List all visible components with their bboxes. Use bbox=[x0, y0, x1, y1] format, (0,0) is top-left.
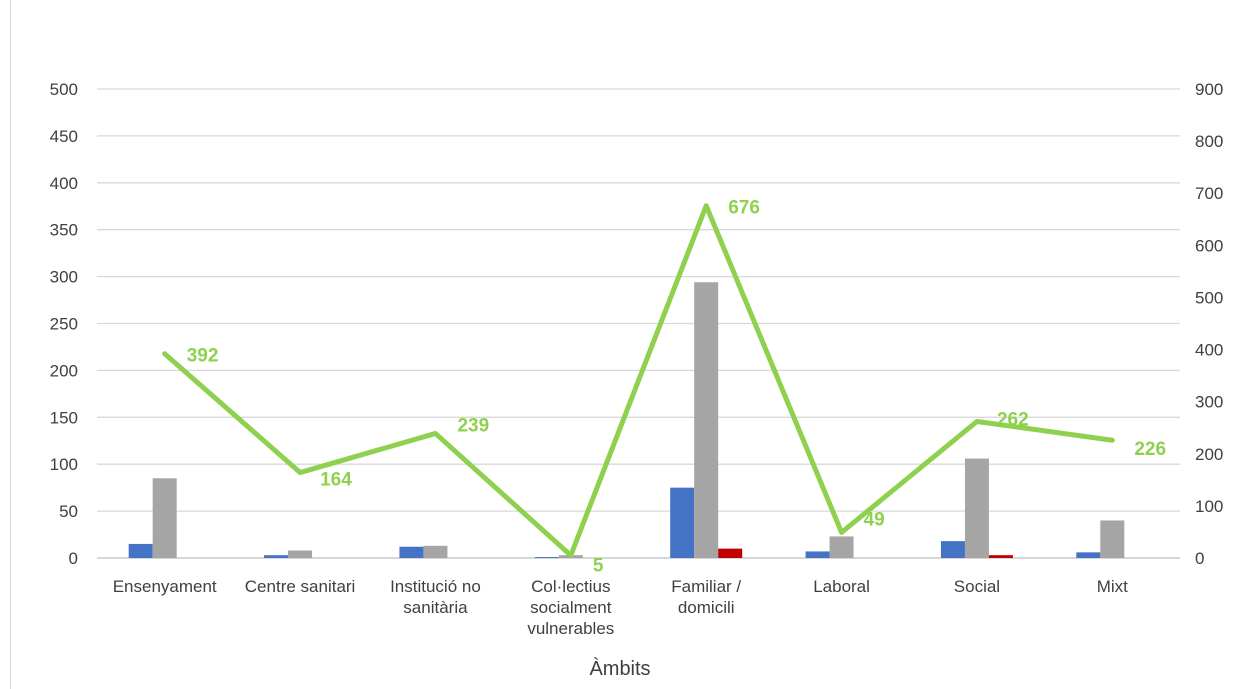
line-data-labels: 392 164 239 5 676 49 262 226 bbox=[187, 198, 1166, 577]
y-tick-label: 50 bbox=[59, 502, 78, 521]
x-tick-label-line: sanitària bbox=[403, 598, 468, 617]
x-tick-label: Mixt bbox=[1097, 577, 1128, 596]
bar bbox=[805, 551, 830, 558]
bar bbox=[399, 546, 424, 558]
chart-frame-border bbox=[10, 0, 11, 689]
x-tick-label-line: vulnerables bbox=[527, 619, 614, 638]
data-label: 5 bbox=[593, 555, 604, 576]
x-axis-title: Àmbits bbox=[589, 657, 650, 680]
y-tick-label: 400 bbox=[50, 174, 78, 193]
x-tick-label: Social bbox=[954, 577, 1000, 596]
x-axis: Ensenyament Centre sanitari Institució no s… bbox=[113, 577, 1128, 638]
data-label: 239 bbox=[457, 415, 489, 436]
y-tick-label: 450 bbox=[50, 127, 78, 146]
data-label: 262 bbox=[997, 409, 1029, 430]
data-label: 226 bbox=[1134, 439, 1166, 460]
y-tick-label: 500 bbox=[50, 80, 78, 99]
bar bbox=[288, 550, 313, 558]
x-tick-label: Col·lectius socialment vulnerables bbox=[527, 577, 614, 638]
bar bbox=[829, 536, 854, 558]
y-tick-label: 150 bbox=[50, 408, 78, 427]
right-y-axis: 0 100 200 300 400 500 600 700 800 900 bbox=[1195, 80, 1223, 568]
bar bbox=[988, 555, 1013, 558]
bar bbox=[152, 478, 177, 558]
y2-tick-label: 700 bbox=[1195, 184, 1223, 203]
x-tick-label-line: Laboral bbox=[813, 577, 870, 596]
bar bbox=[423, 545, 448, 558]
y-tick-label: 200 bbox=[50, 361, 78, 380]
y-tick-label: 0 bbox=[69, 549, 78, 568]
bar bbox=[128, 543, 153, 558]
data-label: 676 bbox=[728, 198, 760, 219]
data-label: 49 bbox=[864, 509, 885, 530]
x-tick-label-line: Institució no bbox=[390, 577, 481, 596]
y-tick-label: 300 bbox=[50, 268, 78, 287]
y2-tick-label: 800 bbox=[1195, 132, 1223, 151]
bar bbox=[718, 548, 743, 558]
x-tick-label-line: Centre sanitari bbox=[245, 577, 356, 596]
x-tick-label-line: domicili bbox=[678, 598, 735, 617]
x-tick-label-line: Col·lectius bbox=[531, 577, 610, 596]
x-tick-label: Laboral bbox=[813, 577, 870, 596]
x-tick-label: Centre sanitari bbox=[245, 577, 356, 596]
x-tick-label-line: Familiar / bbox=[671, 577, 741, 596]
line-series bbox=[162, 203, 1115, 558]
bar bbox=[940, 541, 965, 558]
y-tick-label: 250 bbox=[50, 315, 78, 334]
x-tick-label-line: socialment bbox=[530, 598, 612, 617]
x-tick-label-line: Ensenyament bbox=[113, 577, 217, 596]
y2-tick-label: 100 bbox=[1195, 497, 1223, 516]
x-tick-label: Institució no sanitària bbox=[390, 577, 481, 617]
gridlines bbox=[97, 88, 1180, 559]
data-label: 164 bbox=[320, 470, 352, 491]
bar bbox=[264, 555, 289, 558]
y2-tick-label: 600 bbox=[1195, 236, 1223, 255]
left-y-axis: 0 50 100 150 200 250 300 350 400 450 500 bbox=[50, 80, 78, 568]
bar bbox=[694, 282, 719, 558]
y2-tick-label: 300 bbox=[1195, 393, 1223, 412]
bar bbox=[670, 487, 695, 558]
y2-tick-label: 500 bbox=[1195, 288, 1223, 307]
y2-tick-label: 900 bbox=[1195, 80, 1223, 99]
y2-tick-label: 200 bbox=[1195, 445, 1223, 464]
y2-tick-label: 0 bbox=[1195, 549, 1204, 568]
line-series-path bbox=[162, 203, 1115, 558]
data-label: 392 bbox=[187, 346, 219, 367]
bar bbox=[1100, 520, 1125, 558]
bar-series bbox=[128, 282, 1125, 558]
y2-tick-label: 400 bbox=[1195, 341, 1223, 360]
y-tick-label: 100 bbox=[50, 455, 78, 474]
bar bbox=[1076, 552, 1101, 558]
bar bbox=[964, 458, 989, 558]
x-tick-label-line: Social bbox=[954, 577, 1000, 596]
x-tick-label-line: Mixt bbox=[1097, 577, 1128, 596]
x-tick-label: Ensenyament bbox=[113, 577, 217, 596]
x-tick-label: Familiar / domicili bbox=[671, 577, 741, 617]
y-tick-label: 350 bbox=[50, 221, 78, 240]
bar bbox=[534, 557, 559, 558]
